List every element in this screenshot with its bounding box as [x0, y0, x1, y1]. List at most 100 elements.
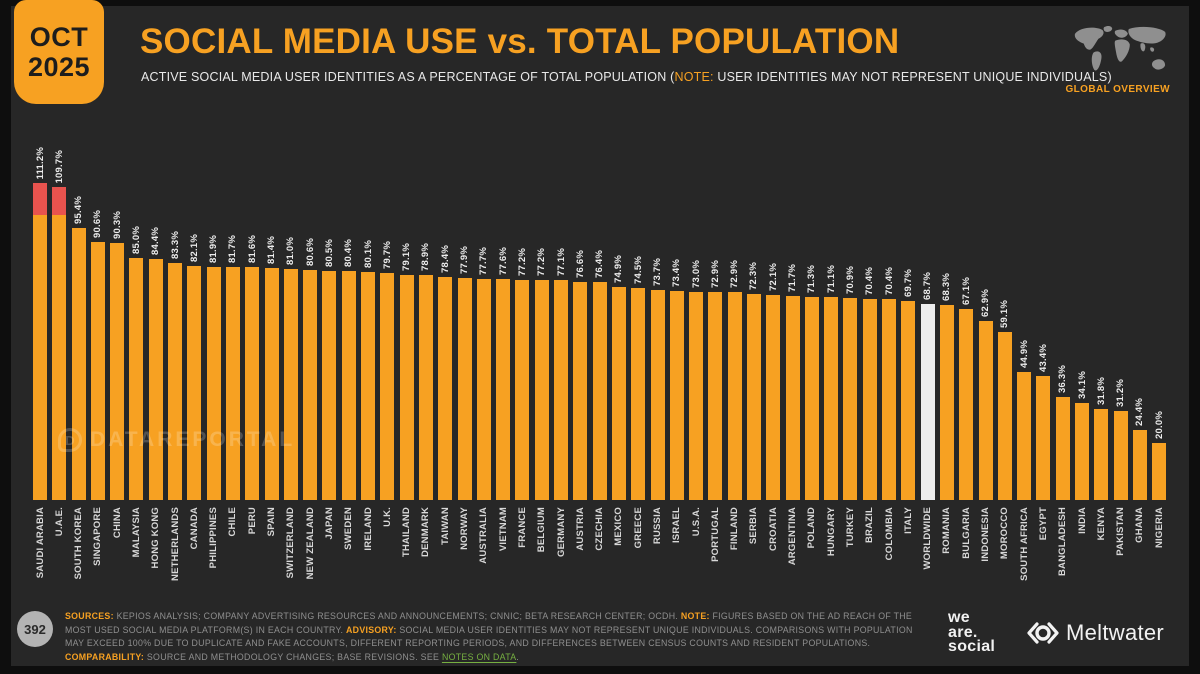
bar-column: 81.7% CHILE — [225, 138, 240, 609]
country-label: TURKEY — [844, 507, 856, 548]
footer-text-segment: FIGURES BASED ON THE AD REACH OF THE MOS… — [65, 611, 913, 635]
footer-text-segment: KEPIOS ANALYSIS; COMPANY ADVERTISING RES… — [113, 611, 681, 621]
country-label: MEXICO — [613, 507, 625, 546]
bar-value-label: 70.4% — [883, 267, 895, 295]
country-label: SERBIA — [748, 507, 760, 545]
bar-morocco — [997, 332, 1012, 500]
world-map-icon — [1072, 24, 1170, 80]
bar-norway — [457, 278, 472, 500]
we-are-social-line: social — [948, 638, 996, 655]
bar-germany — [554, 280, 569, 500]
bar-value-label: 81.7% — [227, 235, 239, 263]
bar-column: 77.7% AUSTRALIA — [476, 138, 491, 609]
bar-value-label: 20.0% — [1153, 411, 1165, 439]
bar-column: 77.2% BELGIUM — [534, 138, 549, 609]
bar-column: 72.9% PORTUGAL — [708, 138, 723, 609]
bar-column: 62.9% INDONESIA — [978, 138, 993, 609]
country-label: GREECE — [632, 507, 644, 549]
bar-value-label: 24.4% — [1134, 398, 1146, 426]
bar-column: 70.4% COLOMBIA — [882, 138, 897, 609]
bar-value-label: 95.4% — [73, 196, 85, 224]
bar-value-label: 36.3% — [1057, 365, 1069, 393]
country-label: IRELAND — [362, 507, 374, 551]
date-badge: OCT 2025 — [14, 0, 104, 104]
country-label: U.K. — [381, 507, 393, 527]
bar-thailand — [399, 275, 414, 500]
bar-value-label: 77.7% — [478, 247, 490, 275]
bar-u-s-a- — [689, 292, 704, 500]
country-label: SINGAPORE — [92, 507, 104, 566]
bar-column: 34.1% INDIA — [1075, 138, 1090, 609]
bar-column: 36.3% BANGLADESH — [1055, 138, 1070, 609]
bar-column: 83.3% NETHERLANDS — [168, 138, 183, 609]
bar-column: 85.0% MALAYSIA — [129, 138, 144, 609]
bar-portugal — [708, 292, 723, 500]
bar-value-label: 73.4% — [671, 259, 683, 287]
bar-canada — [187, 266, 202, 500]
bar-china — [110, 243, 125, 500]
country-label: PAKISTAN — [1115, 507, 1127, 556]
bar-column: 71.3% POLAND — [804, 138, 819, 609]
country-label: NIGERIA — [1153, 507, 1165, 548]
bar-value-label: 79.7% — [381, 241, 393, 269]
bar-value-label: 44.9% — [1018, 340, 1030, 368]
bar-column: 73.4% ISRAEL — [669, 138, 684, 609]
bar-turkey — [843, 298, 858, 500]
bar-peru — [245, 267, 260, 500]
bar-u-a-e- — [52, 187, 67, 500]
country-label: BRAZIL — [864, 507, 876, 544]
bar-column: 95.4% SOUTH KOREA — [71, 138, 86, 609]
bar-column: 78.9% DENMARK — [418, 138, 433, 609]
bar-value-label: 76.6% — [574, 250, 586, 278]
bar-denmark — [418, 275, 433, 500]
bar-column: 74.5% GREECE — [631, 138, 646, 609]
bar-value-label: 77.6% — [497, 247, 509, 275]
country-label: TAIWAN — [439, 507, 451, 545]
bar-value-label: 59.1% — [999, 300, 1011, 328]
bar-column: 81.0% SWITZERLAND — [283, 138, 298, 609]
bar-argentina — [785, 296, 800, 500]
footer-text-segment: SOURCE AND METHODOLOGY CHANGES; BASE REV… — [144, 651, 442, 662]
country-label: U.A.E. — [53, 507, 65, 537]
we-are-social-line: are. — [948, 623, 978, 641]
bar-column: 31.8% KENYA — [1094, 138, 1109, 609]
bar-column: 31.2% PAKISTAN — [1113, 138, 1128, 609]
bar-netherlands — [168, 263, 183, 500]
country-label: SOUTH KOREA — [73, 507, 85, 580]
bar-column: 77.2% FRANCE — [515, 138, 530, 609]
bar-belgium — [534, 280, 549, 500]
country-label: PORTUGAL — [709, 507, 721, 562]
country-label: BULGARIA — [960, 507, 972, 559]
bar-austria — [573, 282, 588, 500]
bar-spain — [264, 268, 279, 500]
country-label: INDONESIA — [980, 507, 992, 562]
footer-keyword: ADVISORY: — [346, 624, 397, 635]
bar-bangladesh — [1055, 397, 1070, 500]
country-label: U.S.A. — [690, 507, 702, 537]
country-label: FINLAND — [729, 507, 741, 551]
bar-switzerland — [283, 269, 298, 500]
bar-value-label: 62.9% — [980, 289, 992, 317]
bar-romania — [939, 305, 954, 500]
country-label: DENMARK — [420, 507, 432, 557]
bar-value-label: 74.5% — [632, 256, 644, 284]
bar-value-label: 78.9% — [420, 243, 432, 271]
country-label: KENYA — [1095, 507, 1107, 541]
bar-chart: 111.2% SAUDI ARABIA 109.7% U.A.E. 95.4% SOUTH… — [33, 138, 1167, 609]
country-label: RUSSIA — [652, 507, 663, 545]
bar-column: 73.0% U.S.A. — [689, 138, 704, 609]
country-label: SWEDEN — [343, 507, 355, 550]
bar-column: 67.1% BULGARIA — [959, 138, 974, 609]
notes-on-data-link[interactable]: NOTES ON DATA — [441, 651, 517, 662]
bar-hong-kong — [148, 259, 163, 500]
bar-column: 90.3% CHINA — [110, 138, 125, 609]
country-label: SOUTH AFRICA — [1018, 507, 1030, 581]
bar-vietnam — [496, 279, 511, 500]
bar-finland — [727, 292, 742, 500]
country-label: AUSTRALIA — [478, 507, 490, 564]
bar-value-label: 67.1% — [960, 277, 972, 305]
bar-taiwan — [438, 277, 453, 500]
bar-value-label: 77.2% — [516, 248, 528, 276]
country-label: HONG KONG — [150, 507, 162, 569]
bar-value-label: 71.1% — [825, 265, 837, 293]
